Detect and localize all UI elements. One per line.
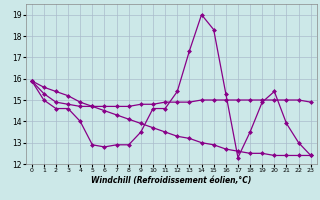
X-axis label: Windchill (Refroidissement éolien,°C): Windchill (Refroidissement éolien,°C) <box>91 176 252 185</box>
